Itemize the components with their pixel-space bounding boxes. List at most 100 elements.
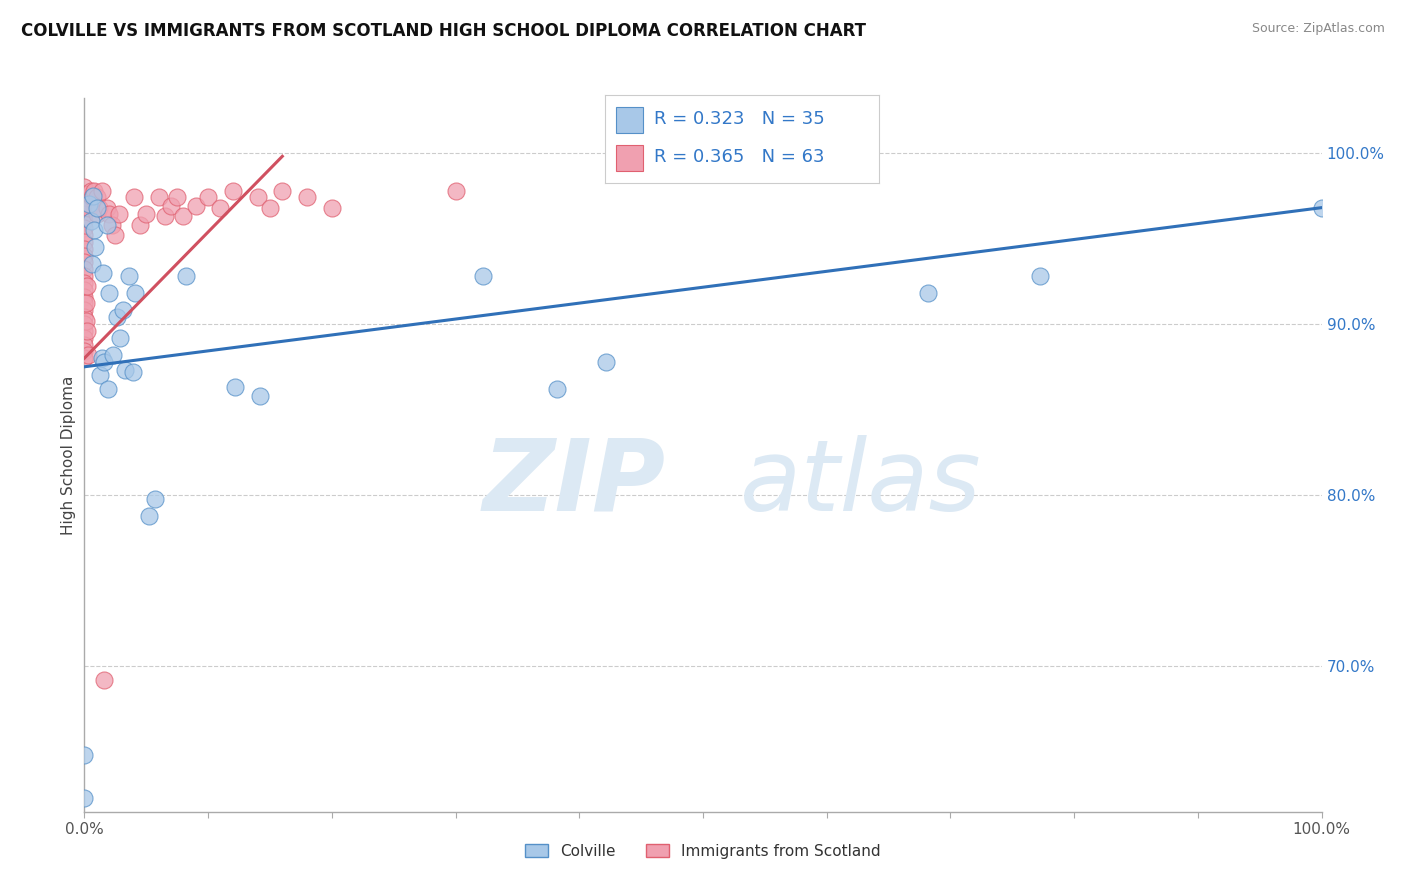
Point: [222, 184, 245, 198]
Point: [83, 223, 105, 237]
Point: [98, 286, 121, 301]
Text: atlas: atlas: [740, 435, 981, 532]
Text: R = 0.323   N = 35: R = 0.323 N = 35: [654, 110, 825, 128]
Point: [108, 207, 131, 221]
Point: [86, 207, 108, 221]
Point: [444, 184, 467, 198]
Point: [143, 491, 166, 506]
Point: [73, 276, 96, 290]
Point: [96, 218, 118, 232]
Point: [73, 303, 96, 318]
Point: [135, 207, 157, 221]
Point: [73, 344, 96, 359]
Point: [114, 363, 136, 377]
Point: [76, 324, 98, 338]
Point: [129, 218, 152, 232]
Point: [96, 201, 118, 215]
Point: [79, 184, 101, 198]
Point: [148, 190, 170, 204]
Point: [259, 201, 281, 215]
Point: [90, 184, 112, 198]
Bar: [616, 107, 643, 133]
Point: [98, 207, 121, 221]
Point: [91, 266, 114, 280]
Point: [471, 269, 494, 284]
Point: [80, 257, 103, 271]
Point: [917, 286, 939, 301]
Bar: [616, 145, 643, 171]
Point: [321, 201, 343, 215]
Point: [111, 303, 134, 318]
Point: [73, 214, 96, 228]
Point: [174, 269, 197, 284]
Point: [105, 310, 128, 325]
Point: [73, 201, 96, 215]
Point: [209, 201, 232, 215]
Text: ZIP: ZIP: [482, 435, 666, 532]
Point: [73, 186, 96, 201]
Point: [73, 255, 96, 269]
Point: [73, 351, 96, 366]
Point: [73, 262, 96, 277]
Point: [75, 313, 97, 327]
Point: [249, 389, 271, 403]
Point: [1310, 201, 1333, 215]
Point: [124, 286, 146, 301]
Point: [82, 188, 104, 202]
Point: [79, 201, 101, 215]
Point: [73, 194, 96, 208]
Point: [160, 199, 183, 213]
Point: [75, 296, 97, 310]
Text: Source: ZipAtlas.com: Source: ZipAtlas.com: [1251, 22, 1385, 36]
Point: [73, 317, 96, 331]
Point: [93, 673, 115, 687]
Point: [100, 218, 122, 232]
Point: [172, 209, 194, 223]
Point: [77, 348, 100, 362]
Point: [271, 184, 294, 198]
Y-axis label: High School Diploma: High School Diploma: [60, 376, 76, 534]
Point: [122, 190, 145, 204]
Point: [86, 190, 108, 204]
Point: [104, 227, 127, 242]
Legend: Colville, Immigrants from Scotland: Colville, Immigrants from Scotland: [519, 838, 887, 864]
Point: [110, 331, 132, 345]
Point: [73, 242, 96, 256]
Point: [73, 748, 96, 763]
Point: [101, 348, 124, 362]
Point: [84, 240, 107, 254]
Point: [89, 201, 111, 215]
Point: [79, 197, 101, 211]
Point: [73, 235, 96, 249]
Point: [1028, 269, 1050, 284]
Point: [73, 296, 96, 310]
Point: [97, 382, 120, 396]
Point: [138, 508, 160, 523]
Text: COLVILLE VS IMMIGRANTS FROM SCOTLAND HIGH SCHOOL DIPLOMA CORRELATION CHART: COLVILLE VS IMMIGRANTS FROM SCOTLAND HIG…: [21, 22, 866, 40]
Point: [73, 310, 96, 325]
Point: [197, 190, 219, 204]
Point: [89, 368, 111, 383]
Point: [224, 380, 246, 394]
Point: [73, 290, 96, 304]
Point: [73, 248, 96, 262]
Point: [153, 209, 176, 223]
Point: [73, 180, 96, 194]
Point: [76, 279, 98, 293]
Point: [546, 382, 568, 396]
Point: [166, 190, 188, 204]
Point: [93, 354, 115, 368]
Point: [246, 190, 269, 204]
Point: [73, 207, 96, 221]
Point: [73, 221, 96, 235]
Point: [73, 791, 96, 805]
Point: [121, 365, 143, 379]
Point: [595, 354, 617, 368]
Point: [73, 337, 96, 351]
Point: [83, 184, 105, 198]
Point: [90, 351, 112, 366]
Point: [79, 214, 101, 228]
Point: [184, 199, 207, 213]
Point: [73, 283, 96, 297]
Point: [86, 201, 108, 215]
